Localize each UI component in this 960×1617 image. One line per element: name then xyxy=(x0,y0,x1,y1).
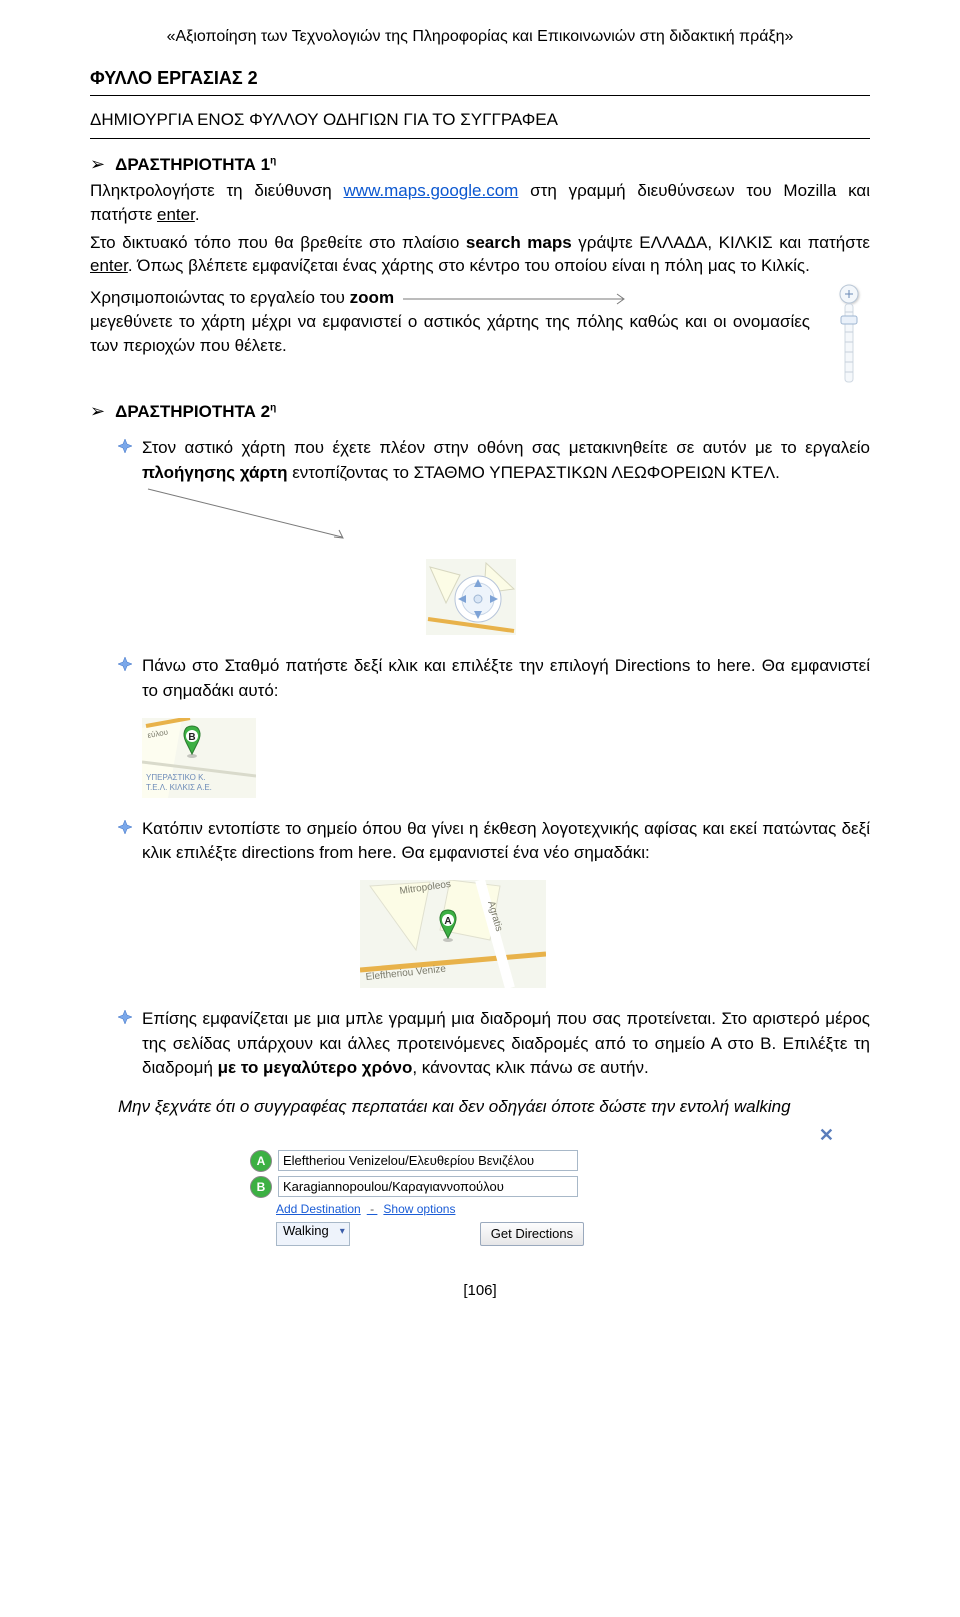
paragraph: Χρησιμοποιώντας το εργαλείο του zoom xyxy=(90,286,810,310)
bullet-icon xyxy=(118,439,132,458)
directions-row-a: A xyxy=(250,1150,870,1172)
svg-text:A: A xyxy=(444,916,451,927)
maps-url-link[interactable]: www.maps.google.com xyxy=(344,181,519,200)
bullet-icon xyxy=(118,820,132,839)
activity-2-sup: η xyxy=(270,403,276,414)
activity-1-text: ΔΡΑΣΤΗΡΙΟΤΗΤΑ 1 xyxy=(115,155,270,174)
page-number: [106] xyxy=(90,1282,870,1299)
add-destination-link[interactable]: Add Destination xyxy=(276,1202,361,1216)
activity-2-label: ΔΡΑΣΤΗΡΙΟΤΗΤΑ 2η xyxy=(115,402,276,422)
chevron-icon: ➢ xyxy=(90,402,105,420)
svg-text:Τ.Ε.Λ. ΚΙΛΚΙΣ Α.Ε.: Τ.Ε.Λ. ΚΙΛΚΙΣ Α.Ε. xyxy=(146,783,212,792)
marker-a-badge: A xyxy=(250,1150,272,1172)
chevron-down-icon: ▾ xyxy=(340,1226,345,1237)
svg-text:ΥΠΕΡΑΣΤΙΚΟ Κ.: ΥΠΕΡΑΣΤΙΚΟ Κ. xyxy=(146,773,206,782)
mode-select-value: Walking xyxy=(283,1223,329,1238)
directions-links: Add Destination - Show options xyxy=(276,1202,870,1216)
paragraph: Πληκτρολογήστε τη διεύθυνση www.maps.goo… xyxy=(90,179,870,227)
enter-key: enter xyxy=(90,256,128,275)
divider xyxy=(90,138,870,139)
activity-2-heading: ➢ ΔΡΑΣΤΗΡΙΟΤΗΤΑ 2η xyxy=(90,402,870,422)
running-head: «Αξιοποίηση των Τεχνολογιών της Πληροφορ… xyxy=(90,0,870,68)
text: Κατόπιν εντοπίστε το σημείο όπου θα γίνε… xyxy=(142,817,870,866)
bullet-icon xyxy=(118,657,132,676)
destination-input[interactable] xyxy=(278,1176,578,1197)
bold: με το μεγαλύτερο χρόνο xyxy=(218,1058,413,1077)
paragraph: Στο δικτυακό τόπο που θα βρεθείτε στο πλ… xyxy=(90,231,870,279)
marker-b-thumbnail: εύλου B ΥΠΕΡΑΣΤΙΚΟ Κ. Τ.Ε.Λ. ΚΙΛΚΙΣ Α.Ε. xyxy=(142,718,870,803)
close-icon[interactable]: ✕ xyxy=(819,1125,834,1146)
activity-1-sup: η xyxy=(270,155,276,166)
marker-b-badge: B xyxy=(250,1176,272,1198)
origin-input[interactable] xyxy=(278,1150,578,1171)
bold: zoom xyxy=(350,288,394,307)
text: Πάνω στο Σταθμό πατήστε δεξί κλικ και επ… xyxy=(142,654,870,703)
show-options-link[interactable]: Show options xyxy=(383,1202,455,1216)
list-item: Πάνω στο Σταθμό πατήστε δεξί κλικ και επ… xyxy=(118,654,870,703)
chevron-icon: ➢ xyxy=(90,155,105,173)
activity-1-heading: ➢ ΔΡΑΣΤΗΡΙΟΤΗΤΑ 1η xyxy=(90,155,870,175)
activity-1-label: ΔΡΑΣΤΗΡΙΟΤΗΤΑ 1η xyxy=(115,155,276,175)
activity-2-text: ΔΡΑΣΤΗΡΙΟΤΗΤΑ 2 xyxy=(115,402,270,421)
text: Στο δικτυακό τόπο που θα βρεθείτε στο πλ… xyxy=(90,233,466,252)
svg-text:B: B xyxy=(188,732,195,743)
text: γράψτε ΕΛΛΑΔΑ, ΚΙΛΚΙΣ και πατήστε xyxy=(572,233,870,252)
paragraph: μεγεθύνετε το χάρτη μέχρι να εμφανιστεί … xyxy=(90,310,810,358)
list-item: Επίσης εμφανίζεται με μια μπλε γραμμή μι… xyxy=(118,1007,870,1081)
mode-select[interactable]: Walking ▾ xyxy=(276,1222,350,1246)
text: Πληκτρολογήστε τη διεύθυνση xyxy=(90,181,344,200)
text: Χρησιμοποιώντας το εργαλείο του xyxy=(90,288,350,307)
get-directions-button[interactable]: Get Directions xyxy=(480,1222,584,1246)
bullet-icon xyxy=(118,1010,132,1029)
arrow-icon xyxy=(142,485,352,545)
directions-row-b: B xyxy=(250,1176,870,1198)
text: εντοπίζοντας το ΣΤΑΘΜΟ ΥΠΕΡΑΣΤΙΚΩΝ ΛΕΩΦΟ… xyxy=(287,463,779,482)
bold: πλοήγησης χάρτη xyxy=(142,463,287,482)
directions-panel: ✕ A B Add Destination - Show options Wal… xyxy=(250,1125,870,1246)
separator: - xyxy=(367,1202,378,1216)
walking-note: Μην ξεχνάτε ότι ο συγγραφέας περπατάει κ… xyxy=(118,1095,870,1119)
subtitle: ΔΗΜΙΟΥΡΓΙΑ ΕΝΟΣ ΦΥΛΛΟΥ ΟΔΗΓΙΩΝ ΓΙΑ ΤΟ ΣΥ… xyxy=(90,110,870,130)
page-title: ΦΥΛΛΟ ΕΡΓΑΣΙΑΣ 2 xyxy=(90,68,870,89)
enter-key: enter xyxy=(157,205,195,224)
text: Στον αστικό χάρτη που έχετε πλέον στην ο… xyxy=(142,438,870,457)
arrow-icon xyxy=(403,292,633,306)
bold: search maps xyxy=(466,233,572,252)
list-item: Στον αστικό χάρτη που έχετε πλέον στην ο… xyxy=(118,436,870,545)
text: , κάνοντας κλικ πάνω σε αυτήν. xyxy=(412,1058,648,1077)
nav-rosette-graphic xyxy=(426,559,870,640)
divider xyxy=(90,95,870,96)
list-item: Κατόπιν εντοπίστε το σημείο όπου θα γίνε… xyxy=(118,817,870,866)
marker-a-thumbnail: Mitropoleos Agratis A Eleftheriou Venize xyxy=(360,880,870,993)
text: . xyxy=(195,205,200,224)
zoom-slider-graphic xyxy=(828,282,870,392)
text: . Όπως βλέπετε εμφανίζεται ένας χάρτης σ… xyxy=(128,256,810,275)
